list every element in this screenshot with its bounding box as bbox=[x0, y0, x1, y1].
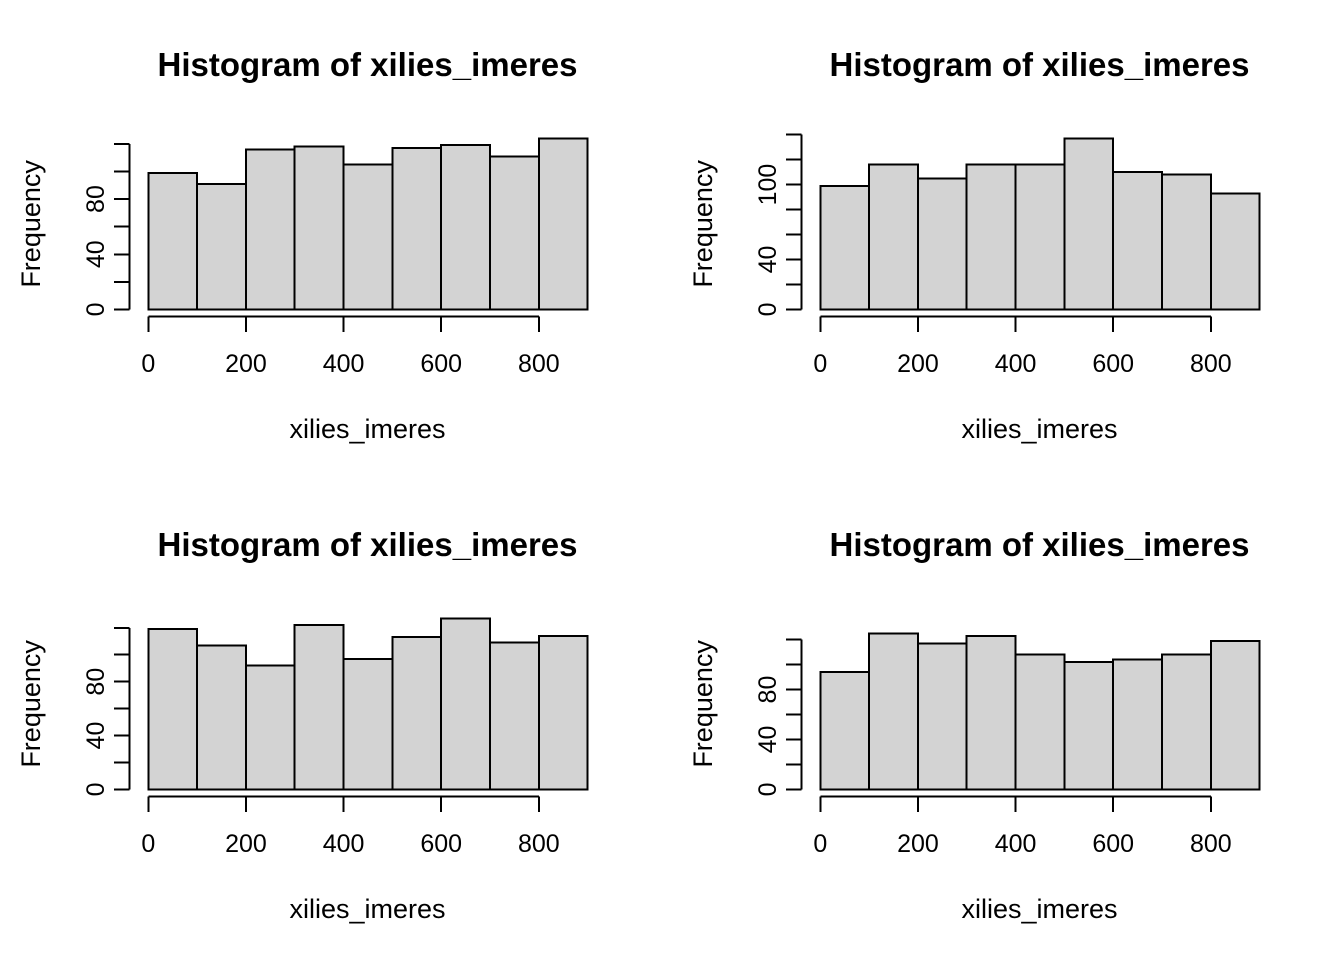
x-axis-tick-label: 200 bbox=[225, 350, 267, 378]
x-axis-tick-label: 400 bbox=[323, 350, 365, 378]
histogram-bar bbox=[1112, 658, 1163, 791]
panel-title: Histogram of xilies_imeres bbox=[829, 46, 1249, 83]
x-axis-title: xilies_imeres bbox=[289, 414, 445, 444]
x-axis-tick-label: 800 bbox=[518, 830, 560, 858]
histogram-bar bbox=[244, 148, 296, 311]
histogram-panel-top-right: Histogram of xilies_imeres 0 200 400 600 800 0… bbox=[672, 0, 1344, 480]
histogram-bar bbox=[196, 644, 247, 791]
x-axis-tick-label: 600 bbox=[420, 830, 462, 858]
histogram-bar bbox=[537, 634, 589, 791]
histogram-bar bbox=[342, 657, 394, 791]
histogram-svg: Histogram of xilies_imeres 0 200 400 600 800 0… bbox=[688, 526, 1261, 924]
y-axis-tick-label: 40 bbox=[82, 240, 110, 268]
histogram-bar bbox=[1209, 639, 1261, 791]
histogram-bar bbox=[1014, 163, 1066, 311]
x-axis-tick-label: 400 bbox=[323, 830, 365, 858]
histogram-bar bbox=[196, 182, 247, 311]
histogram-bar bbox=[916, 177, 968, 311]
x-axis-tick-label: 600 bbox=[1092, 830, 1134, 858]
x-axis-tick-label: 0 bbox=[141, 350, 155, 378]
histogram-bar bbox=[391, 636, 443, 791]
x-axis-title: xilies_imeres bbox=[961, 414, 1117, 444]
histogram-bar bbox=[293, 145, 345, 311]
y-axis-tick-label: 40 bbox=[754, 726, 782, 754]
histogram-bar bbox=[440, 617, 491, 791]
histogram-bar bbox=[819, 184, 871, 311]
histogram-bar bbox=[1014, 653, 1066, 791]
histogram-bar bbox=[868, 163, 919, 311]
histogram-bar bbox=[489, 155, 540, 311]
x-axis-tick-label: 800 bbox=[1190, 830, 1232, 858]
histogram-bar bbox=[1063, 137, 1115, 311]
y-axis-tick-label: 80 bbox=[82, 185, 110, 213]
y-axis-tick-label: 0 bbox=[754, 303, 782, 317]
x-axis-title: xilies_imeres bbox=[961, 894, 1117, 924]
x-axis-tick-label: 200 bbox=[225, 830, 267, 858]
x-axis-tick-label: 400 bbox=[995, 350, 1037, 378]
histogram-bar bbox=[440, 144, 491, 311]
histogram-bar bbox=[342, 163, 394, 311]
histogram-bar bbox=[1161, 653, 1212, 791]
x-axis-tick-label: 0 bbox=[813, 830, 827, 858]
histogram-panel-bottom-left: Histogram of xilies_imeres 0 200 400 600 800 0… bbox=[0, 480, 672, 960]
histogram-svg: Histogram of xilies_imeres 0 200 400 600 800 0… bbox=[16, 526, 589, 924]
x-axis-tick-label: 800 bbox=[518, 350, 560, 378]
panel-title: Histogram of xilies_imeres bbox=[157, 46, 577, 83]
x-axis-tick-label: 600 bbox=[1092, 350, 1134, 378]
histogram-svg: Histogram of xilies_imeres 0 200 400 600 800 0… bbox=[688, 46, 1261, 444]
histogram-bar bbox=[1112, 171, 1163, 311]
x-axis-title: xilies_imeres bbox=[289, 894, 445, 924]
panel-title: Histogram of xilies_imeres bbox=[157, 526, 577, 563]
histogram-bar bbox=[819, 671, 871, 791]
y-axis-tick-label: 80 bbox=[754, 676, 782, 704]
histogram-bar bbox=[868, 632, 919, 791]
histogram-bar bbox=[1161, 173, 1212, 311]
histogram-bar bbox=[244, 664, 296, 791]
y-axis-title: Frequency bbox=[688, 640, 718, 768]
x-axis-tick-label: 200 bbox=[897, 830, 939, 858]
x-axis-tick-label: 200 bbox=[897, 350, 939, 378]
histogram-bar bbox=[965, 163, 1017, 311]
y-axis-tick-label: 40 bbox=[82, 722, 110, 750]
y-axis-title: Frequency bbox=[16, 640, 46, 768]
y-axis-tick-label: 40 bbox=[754, 246, 782, 274]
y-axis-title: Frequency bbox=[688, 160, 718, 288]
histogram-bar bbox=[147, 628, 199, 791]
x-axis-tick-label: 400 bbox=[995, 830, 1037, 858]
panel-title: Histogram of xilies_imeres bbox=[829, 526, 1249, 563]
histogram-bar bbox=[293, 624, 345, 791]
y-axis-tick-label: 80 bbox=[82, 668, 110, 696]
y-axis-tick-label: 0 bbox=[82, 303, 110, 317]
x-axis-tick-label: 0 bbox=[813, 350, 827, 378]
y-axis-tick-label: 0 bbox=[754, 783, 782, 797]
histogram-bar bbox=[537, 137, 589, 311]
histogram-svg: Histogram of xilies_imeres 0 200 400 600 800 0… bbox=[16, 46, 589, 444]
histogram-panel-top-left: Histogram of xilies_imeres 0 200 400 600 800 0… bbox=[0, 0, 672, 480]
histogram-bar bbox=[489, 641, 540, 791]
histogram-bar bbox=[1063, 661, 1115, 791]
histogram-panel-bottom-right: Histogram of xilies_imeres 0 200 400 600 800 0… bbox=[672, 480, 1344, 960]
y-axis-title: Frequency bbox=[16, 160, 46, 288]
x-axis-tick-label: 0 bbox=[141, 830, 155, 858]
histogram-bar bbox=[916, 642, 968, 791]
y-axis-tick-label: 100 bbox=[754, 164, 782, 206]
histogram-bar bbox=[1209, 192, 1261, 311]
y-axis-tick-label: 0 bbox=[82, 783, 110, 797]
x-axis-tick-label: 600 bbox=[420, 350, 462, 378]
histogram-bar bbox=[965, 634, 1017, 791]
x-axis-tick-label: 800 bbox=[1190, 350, 1232, 378]
histogram-bar bbox=[391, 147, 443, 311]
histogram-bar bbox=[147, 171, 199, 311]
